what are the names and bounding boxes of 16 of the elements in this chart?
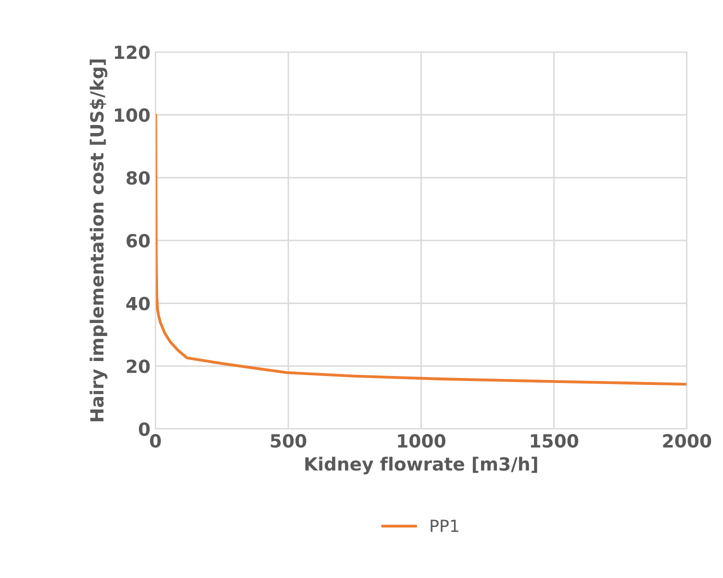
x-tick-label: 1000 [398, 434, 446, 448]
x-tick-label: 2000 [663, 434, 712, 448]
x-tick-label: 0 [150, 434, 161, 448]
y-tick-label: 60 [126, 234, 150, 248]
y-tick-label: 80 [126, 171, 150, 185]
legend-label: PP1 [430, 520, 458, 532]
y-tick-label: 20 [126, 360, 150, 374]
x-axis-title: Kidney flowrate [m3/h] [305, 456, 538, 474]
y-tick-label: 100 [114, 108, 150, 122]
y-tick-label: 0 [138, 422, 150, 436]
x-tick-label: 500 [270, 434, 306, 448]
x-tick-label: 1500 [530, 434, 578, 448]
y-tick-label: 40 [126, 296, 150, 310]
line-series [155, 113, 687, 386]
y-tick-label: 120 [114, 45, 150, 60]
y-axis-title: Hairy implementation cost [US$/kg] [90, 60, 108, 422]
